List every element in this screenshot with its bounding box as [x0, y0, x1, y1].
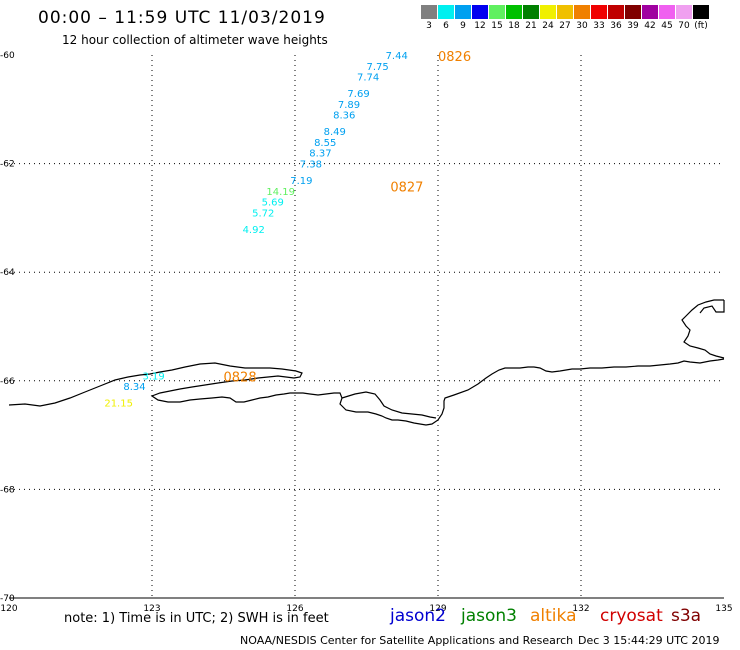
pass-time-labels: 0826 0827 0828 — [224, 50, 472, 385]
latitude-tick-label: -62 — [0, 160, 15, 170]
legend-label: 24 — [542, 21, 554, 31]
legend-swatch — [676, 5, 693, 19]
color-legend: 3 6 9 12 15 18 21 24 27 30 33 36 39 42 45 70 (ft) — [421, 5, 710, 35]
legend-label: 9 — [460, 21, 466, 31]
map-border — [9, 55, 724, 598]
satellite-altika: altika — [530, 606, 577, 626]
wave-height-value: 8.55 — [314, 138, 336, 149]
footer-note: note: 1) Time is in UTC; 2) SWH is in fe… — [64, 611, 329, 626]
legend-label: 39 — [627, 21, 639, 31]
latitude-tick-label: -60 — [0, 51, 15, 61]
legend-label: 70 — [678, 21, 690, 31]
legend-label: 27 — [559, 21, 571, 31]
latitude-tick-label: -64 — [0, 268, 15, 278]
legend-swatch — [574, 5, 591, 19]
legend-label: 21 — [525, 21, 537, 31]
wave-height-value: 14.19 — [266, 187, 295, 198]
legend-swatch — [421, 5, 438, 19]
longitude-tick-label: 120 — [0, 604, 17, 614]
legend-swatch — [438, 5, 455, 19]
legend-labels: 3 6 9 12 15 18 21 24 27 30 33 36 39 42 45 70 (ft) — [421, 21, 710, 35]
pass-time-label: 0827 — [390, 180, 423, 195]
page-subtitle: 12 hour collection of altimeter wave hei… — [62, 33, 328, 47]
wave-height-value: 8.36 — [333, 111, 355, 122]
legend-swatch — [557, 5, 574, 19]
coastline-main — [8, 358, 725, 426]
wave-height-value: 5.72 — [252, 208, 274, 219]
legend-swatch — [455, 5, 472, 19]
wave-height-value: 7.89 — [338, 100, 360, 111]
wave-height-value: 7.69 — [347, 89, 369, 100]
wave-height-value: 5.69 — [262, 198, 284, 209]
legend-swatch — [608, 5, 625, 19]
coastline-inlet — [341, 391, 437, 419]
legend-label: (ft) — [694, 21, 708, 31]
legend-swatch — [659, 5, 676, 19]
legend-label: 3 — [426, 21, 432, 31]
legend-swatch — [642, 5, 659, 19]
wave-height-value: 8.49 — [324, 127, 346, 138]
wave-height-value: 7.19 — [290, 176, 312, 187]
satellite-cryosat: cryosat — [600, 606, 663, 626]
wave-height-value: 7.44 — [386, 51, 408, 62]
credit-line: NOAA/NESDIS Center for Satellite Applica… — [240, 634, 574, 647]
satellite-s3a: s3a — [671, 606, 702, 626]
legend-label: 15 — [491, 21, 503, 31]
legend-swatch — [506, 5, 523, 19]
legend-label: 42 — [644, 21, 656, 31]
legend-label: 18 — [508, 21, 520, 31]
legend-label: 30 — [576, 21, 588, 31]
wave-height-value: 8.34 — [123, 382, 145, 393]
legend-swatch — [693, 5, 710, 19]
longitude-tick-label: 132 — [572, 604, 589, 614]
page-title: 00:00 – 11:59 UTC 11/03/2019 — [38, 8, 326, 28]
longitude-tick-label: 135 — [715, 604, 732, 614]
legend-label: 36 — [610, 21, 622, 31]
satellite-jason3: jason3 — [461, 606, 517, 626]
latitude-tick-label: -70 — [0, 594, 15, 604]
wave-height-value: 7.74 — [357, 73, 379, 84]
map-frame — [9, 55, 724, 599]
wave-height-value: 21.15 — [104, 399, 133, 410]
longitude-tick-label: 123 — [143, 604, 160, 614]
generated-timestamp: Dec 3 15:44:29 UTC 2019 — [578, 634, 720, 647]
pass-time-label: 0826 — [438, 50, 471, 65]
wave-height-value: 8.37 — [309, 149, 331, 160]
map-tick-labels: 120 123 126 129 132 135 -60 -62 -64 -66 -68 -70 — [0, 51, 733, 614]
legend-label: 45 — [661, 21, 673, 31]
legend-swatch — [523, 5, 540, 19]
longitude-tick-label: 126 — [286, 604, 303, 614]
legend-label: 33 — [593, 21, 605, 31]
latitude-tick-label: -68 — [0, 485, 15, 495]
wave-height-value: 7.75 — [367, 62, 389, 73]
satellite-jason2: jason2 — [390, 606, 446, 626]
legend-swatches — [421, 5, 710, 19]
legend-label: 12 — [474, 21, 486, 31]
legend-swatch — [625, 5, 642, 19]
coastline-east-iceshelf — [681, 299, 725, 359]
wave-height-value: 4.92 — [243, 225, 265, 236]
map-gridlines — [9, 55, 724, 598]
wave-height-value: 3.19 — [142, 371, 164, 382]
wave-height-value: 7.38 — [300, 160, 322, 171]
antarctic-coastline — [8, 299, 725, 426]
coastline-east-notch — [699, 300, 725, 314]
altimeter-observations: 7.447.757.74 7.697.898.36 8.498.558.377.38… — [104, 51, 407, 410]
legend-swatch — [540, 5, 557, 19]
legend-swatch — [472, 5, 489, 19]
legend-label: 6 — [443, 21, 449, 31]
pass-time-label: 0828 — [224, 370, 257, 385]
latitude-tick-label: -66 — [0, 377, 15, 387]
legend-swatch — [591, 5, 608, 19]
legend-swatch — [489, 5, 506, 19]
longitude-tick-label: 129 — [429, 604, 446, 614]
